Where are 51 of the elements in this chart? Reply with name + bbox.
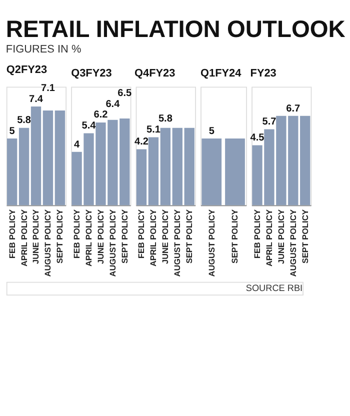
data-label: 6.4 — [106, 98, 120, 110]
x-tick-label: SEPT POLICY — [185, 208, 194, 264]
data-label: 5.8 — [158, 114, 173, 125]
data-label: 5.8 — [17, 115, 32, 126]
x-tick-label: SEPT POLICY — [230, 208, 240, 264]
chart-title: FY23 — [250, 68, 276, 80]
data-label: 7.4 — [29, 94, 44, 105]
x-tick-label: FEB POLICY — [72, 208, 82, 259]
x-tick-label: FEB POLICY — [252, 208, 262, 259]
bar — [30, 106, 42, 206]
data-label: 5 — [208, 126, 215, 137]
data-label: 5.7 — [262, 116, 277, 128]
data-label: 6.7 — [286, 103, 301, 114]
data-label: 6.2 — [94, 110, 108, 121]
x-tick-label: SEPT POLICY — [300, 208, 310, 264]
data-label: 4.5 — [250, 132, 265, 144]
x-tick-label: APRIL POLICY — [149, 208, 158, 267]
bar — [42, 110, 54, 206]
chart-title: Q2FY23 — [6, 64, 48, 76]
x-tick-label: SEPT POLICY — [120, 208, 130, 264]
x-tick-label: JUNE POLICY — [161, 208, 170, 264]
x-tick-label: AUGUST POLICY — [207, 208, 216, 277]
data-label: 5.1 — [146, 124, 161, 136]
data-label: 6.5 — [118, 88, 132, 99]
x-tick-label: AUGUST POLICY — [44, 208, 53, 277]
text: RETAIL INFLATION OUTLOOK — [6, 16, 346, 43]
x-tick-label: APRIL POLICY — [20, 208, 29, 267]
x-tick-label: FEB POLICY — [8, 208, 17, 259]
data-label: 7.1 — [41, 83, 56, 94]
x-tick-label: SEPT POLICY — [56, 208, 65, 264]
x-tick-label: APRIL POLICY — [84, 208, 94, 267]
source-note: SOURCE RBI — [246, 282, 303, 293]
bar — [18, 128, 30, 206]
bar — [6, 138, 18, 206]
chart-title: Q4FY23 — [134, 68, 176, 80]
x-tick-label: JUNE POLICY — [32, 208, 41, 264]
chart-title: Q3FY23 — [71, 68, 112, 80]
text: FIGURES IN % — [6, 43, 82, 56]
data-label: 5 — [9, 126, 16, 137]
data-label: 5.4 — [82, 120, 96, 132]
x-tick-label: JUNE POLICY — [96, 208, 106, 264]
x-tick-label: APRIL POLICY — [264, 208, 274, 267]
x-tick-label: FEB POLICY — [137, 208, 146, 259]
x-tick-label: AUGUST POLICY — [288, 208, 298, 277]
bar — [54, 110, 66, 206]
x-tick-label: JUNE POLICY — [276, 208, 286, 264]
data-label: 4 — [74, 139, 80, 150]
data-label: 4.2 — [134, 136, 149, 148]
chart-title: Q1FY24 — [200, 68, 242, 80]
x-tick-label: AUGUST POLICY — [173, 208, 182, 277]
x-tick-label: AUGUST POLICY — [108, 208, 118, 277]
